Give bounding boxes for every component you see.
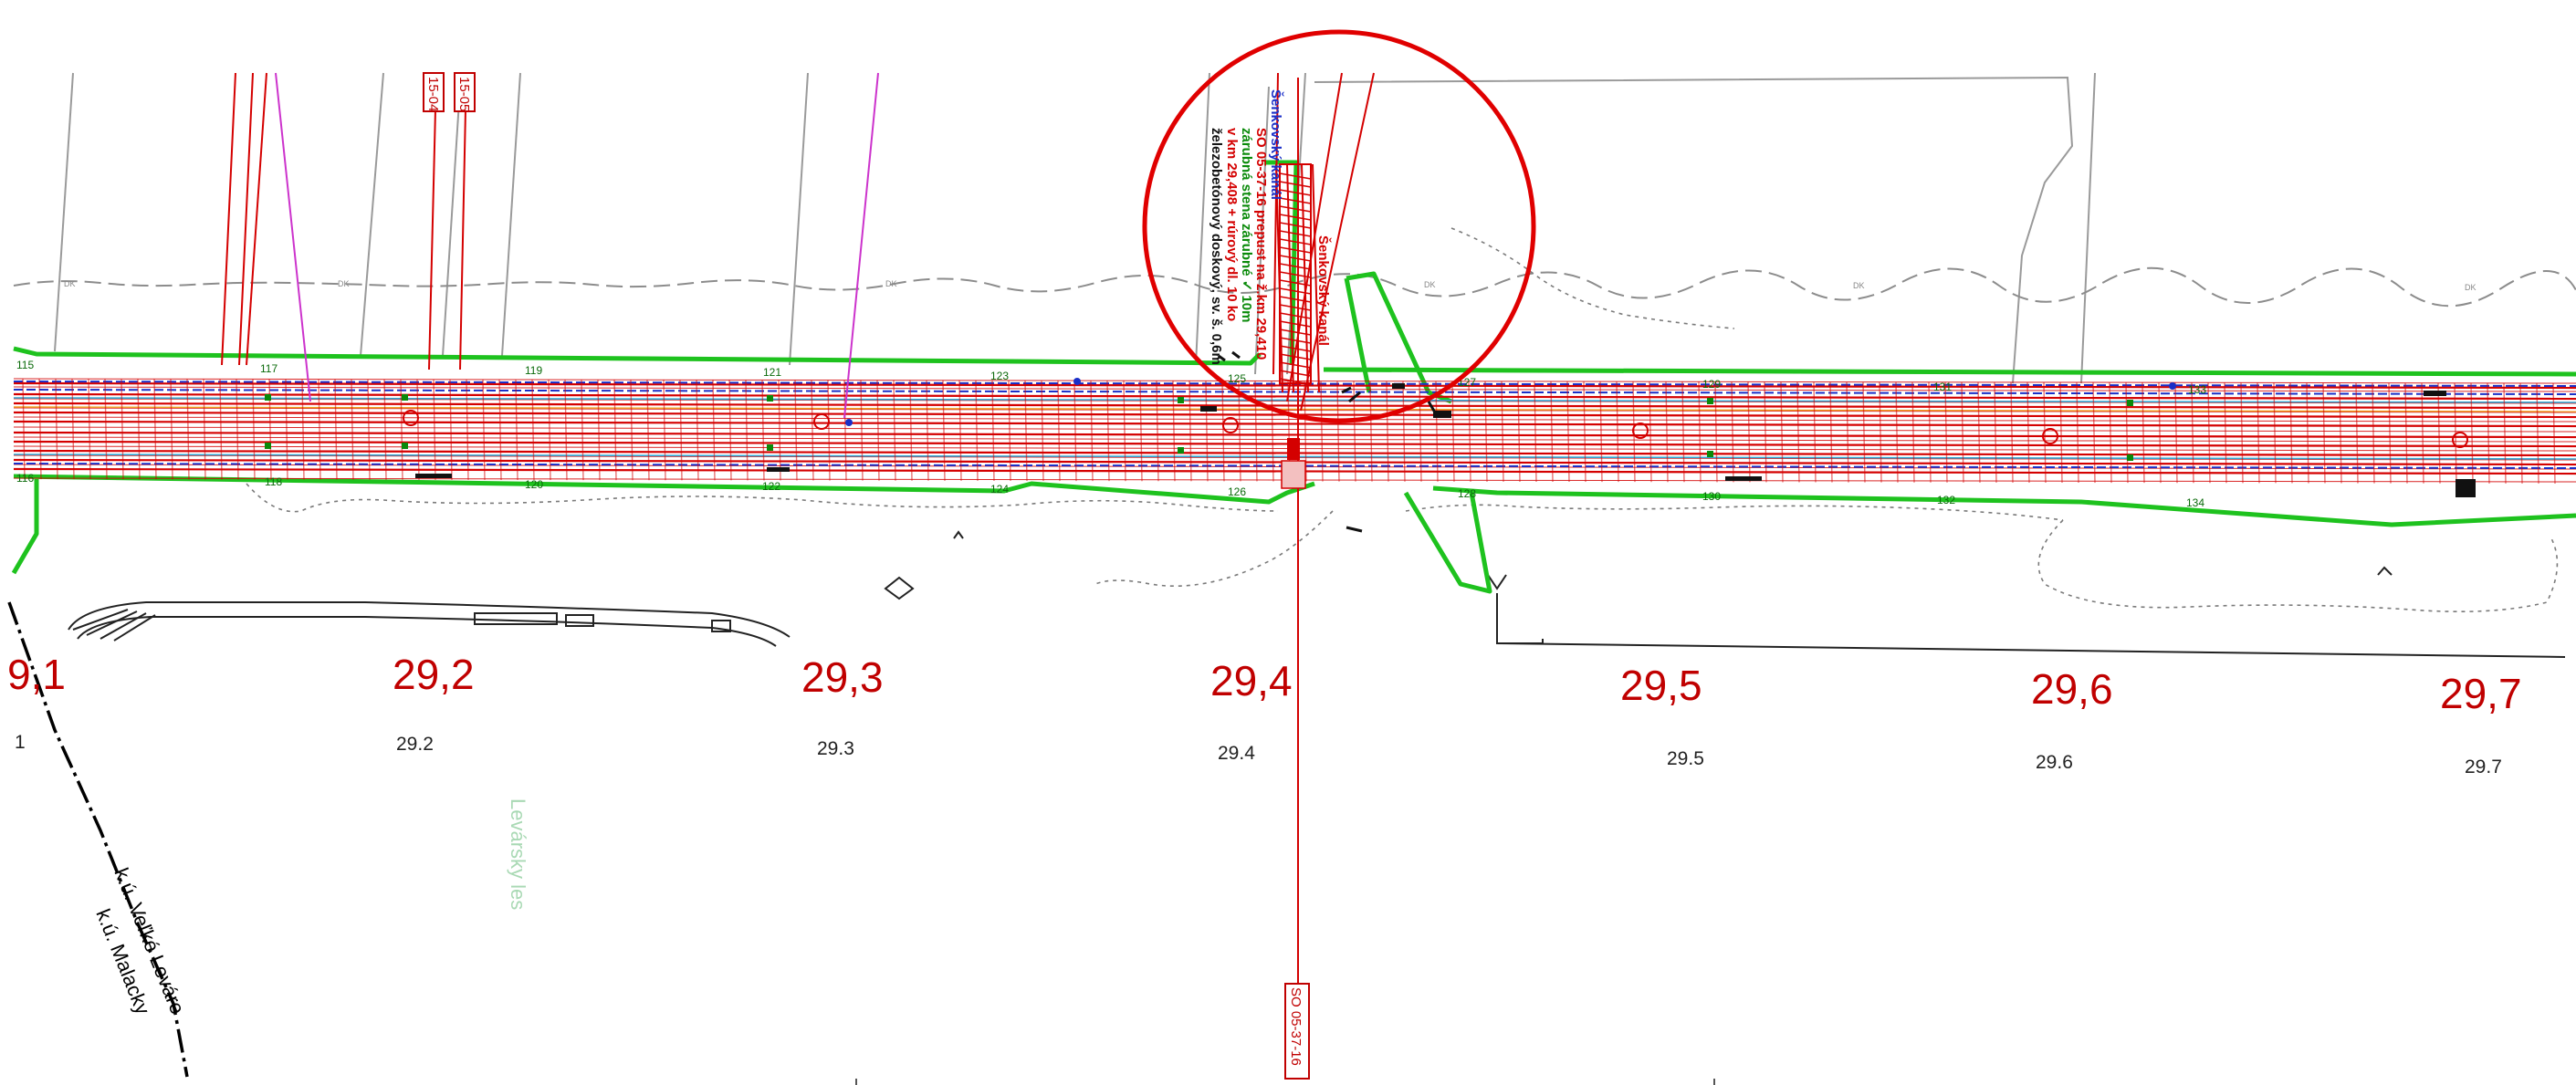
svg-text:129: 129 [1702,378,1721,391]
svg-text:132: 132 [1937,494,1955,506]
svg-text:1: 1 [15,732,26,753]
svg-text:115: 115 [16,359,34,371]
svg-text:DK: DK [885,279,897,288]
svg-text:29.6: 29.6 [2036,752,2073,773]
svg-text:DK: DK [338,279,350,288]
svg-text:133: 133 [2188,383,2206,396]
svg-text:117: 117 [260,362,277,375]
svg-text:121: 121 [763,366,781,379]
stream-label: Šenkovský kanál [1315,235,1332,346]
svg-text:29.3: 29.3 [817,738,854,759]
svg-text:15-05: 15-05 [456,77,472,111]
drawing-tag-15-04: 15-04 [423,72,445,112]
km-small-labels: 1 29.2 29.3 29.4 29.5 29.6 29.7 [15,732,2502,777]
magenta-lines [275,72,879,419]
note-stream: Šenkovský kanál [1268,89,1284,200]
svg-text:120: 120 [525,478,543,491]
km-label-29-6: 29,6 [2031,665,2113,713]
km-label-29-7: 29,7 [2440,670,2522,717]
note-culvert-4: železobetónový doskový, sv. š. 0,6m [1209,128,1224,365]
svg-text:125: 125 [1228,372,1246,385]
terrain-lines [246,227,2559,613]
dk-cable-line: DK DK DK DK DK DK [13,266,2576,308]
edge-ticks [855,1079,1715,1085]
svg-text:128: 128 [1458,487,1476,500]
svg-text:15-04: 15-04 [425,77,441,111]
svg-text:DK: DK [1424,280,1436,289]
svg-text:130: 130 [1702,490,1721,503]
svg-text:124: 124 [990,483,1009,496]
drawing-tag-15-05: 15-05 [454,72,476,112]
svg-text:DK: DK [1853,281,1865,290]
svg-text:29.5: 29.5 [1667,748,1704,769]
culvert-drawing-tag: SO 05-37-16 [1288,987,1304,1066]
embankment-outline [68,530,2566,658]
limit-line [11,160,2576,594]
svg-text:118: 118 [265,475,282,488]
note-culvert-2: zárubná stena zárubné ✓ 10m [1239,128,1254,322]
svg-text:DK: DK [64,279,76,288]
svg-text:131: 131 [1933,381,1952,393]
svg-text:119: 119 [525,364,542,377]
svg-text:116: 116 [16,472,34,485]
km-label-29-2: 29,2 [393,651,475,698]
svg-text:29.4: 29.4 [1218,743,1255,764]
culvert-notes: Šenkovský kanál SO 05-37-16 prepust na ž… [1209,89,1332,365]
km-label-29-4: 29,4 [1210,657,1293,704]
forest-label: Levársky les [507,798,529,910]
svg-text:123: 123 [990,370,1009,382]
km-labels: 9,1 29,2 29,3 29,4 29,5 29,6 29,7 [7,651,2522,717]
highlight-circle [1142,29,1536,423]
km-label-29-3: 29,3 [801,653,884,701]
track-point-numbers-top: 115 117 119 121 123 125 127 129 131 133 [16,359,2206,396]
km-label-29-1: 9,1 [7,651,66,698]
culvert-object: SO 05-37-16 [1218,78,1437,1080]
svg-text:126: 126 [1228,485,1246,498]
track-point-numbers-bottom: 116 118 120 122 124 126 128 130 132 134 [16,472,2204,509]
svg-text:122: 122 [762,480,780,493]
note-culvert-3: v km 29,408 + rúrový dl. 10 ko [1224,128,1240,321]
svg-text:29.7: 29.7 [2465,756,2502,777]
svg-text:DK: DK [2465,283,2477,292]
km-label-29-5: 29,5 [1620,662,1702,709]
svg-text:134: 134 [2186,496,2204,509]
note-culvert-1: SO 05-37-16 prepust na ž.km 29,410 [1253,128,1269,360]
section-lines [54,72,2096,384]
svg-text:29.2: 29.2 [396,734,434,755]
